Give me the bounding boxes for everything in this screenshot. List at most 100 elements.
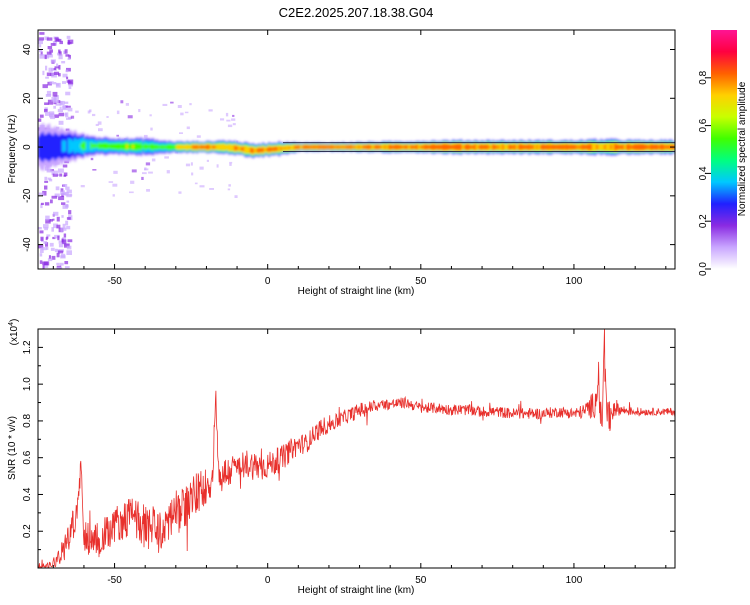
spectrogram-ridge-cell [454,144,457,150]
spectrogram-speckle [59,262,64,266]
spectrogram-speckle [125,103,129,106]
spectrogram-ridge-cell [582,144,585,150]
spectrogram-x-tick-label: -50 [107,276,122,287]
spectrogram-speckle [58,54,63,60]
spectrogram-speckle [67,39,74,44]
spectrogram-speckle [67,239,73,243]
spectrogram-speckle [52,236,56,240]
spectrogram-speckle [95,123,99,126]
spectrogram-ridge-cell [284,147,287,150]
spectrogram-ridge-cell [276,147,279,151]
spectrogram-speckle [232,114,235,117]
spectrogram-ridge-cell [212,145,215,149]
snr-y-multiplier-exp: 4 [8,322,15,326]
spectrogram-speckle [43,241,47,245]
spectrogram-speckle [56,216,60,222]
spectrogram-ridge-cell [608,143,611,151]
spectrogram-ridge-cell [140,142,143,151]
spectrogram-speckle [184,111,189,114]
colorbar-tick-label: 0.4 [698,166,709,180]
spectrogram-ridge-cell [322,145,325,149]
spectrogram-speckle [63,233,67,238]
spectrogram-ridge-cell [436,145,439,150]
spectrogram-speckle [63,50,66,55]
spectrogram-ridge-cell [490,144,493,150]
snr-background [38,329,675,568]
spectrogram-ridge [38,123,675,171]
spectrogram-ridge-cell [54,132,57,161]
spectrogram-speckle [50,199,53,204]
spectrogram-ridge-cell [406,145,409,149]
spectrogram-speckle [227,188,231,191]
spectrogram-speckle [65,91,71,96]
spectrogram-ridge-cell [278,145,281,152]
spectrogram-speckle [48,255,51,259]
spectrogram-ridge-cell [250,147,253,153]
spectrogram-ridge-cell [100,143,103,149]
spectrogram-speckle [63,227,67,231]
spectrogram-speckle [47,258,53,262]
spectrogram-ridge-cell [112,143,115,150]
spectrogram-ridge-cell [510,145,513,150]
spectrogram-speckle [52,218,55,221]
colorbar-tick-label: 0.0 [698,262,709,276]
spectrogram-ridge-cell [260,148,263,152]
spectrogram-ridge-cell [220,144,223,150]
spectrogram-ridge-cell [138,143,141,150]
spectrogram-ridge-cell [160,144,163,150]
spectrogram-ridge-cell [60,133,63,159]
spectrogram-ridge-cell [294,145,297,149]
spectrogram-ridge-cell [80,143,83,148]
spectrogram-speckle [53,99,59,103]
spectrogram-ridge-cell [328,145,331,149]
spectrogram-speckle [49,242,54,247]
spectrogram-ridge-cell [614,143,617,151]
spectrogram-ridge-cell [564,145,567,149]
spectrogram-ridge-cell [154,144,157,150]
colorbar: 0.0 0.2 0.4 0.6 0.8 Normalized spectral ampl… [698,30,748,276]
spectrogram-ridge-cell [122,142,125,151]
spectrogram-ridge-cell [668,145,671,149]
spectrogram-ridge-cell [228,144,231,151]
spectrogram-speckle [179,132,183,134]
spectrogram-ridge-cell [600,143,603,151]
spectrogram-ridge-cell [478,145,481,149]
spectrogram-speckle [144,168,149,171]
spectrogram-ridge-cell [262,147,265,153]
spectrogram-ridge-cell [650,144,653,150]
spectrogram-ridge-cell [64,140,67,152]
spectrogram-ridge-cell [180,145,183,150]
spectrogram-speckle [92,113,96,117]
spectrogram-ridge-cell [298,145,301,149]
spectrogram-ridge-cell [666,145,669,149]
spectrogram-ridge-cell [66,134,69,158]
spectrogram-ridge-cell [568,145,571,150]
spectrogram-ridge-cell [616,144,619,150]
spectrogram-ridge-cell [292,144,295,151]
spectrogram-ridge-cell [588,144,591,150]
spectrogram-speckle [65,186,70,190]
spectrogram-speckle [63,101,69,104]
spectrogram-speckle [65,105,71,108]
spectrogram-ridge-cell [118,142,121,151]
spectrogram-speckle [116,110,120,115]
spectrogram-ridge-cell [200,145,203,149]
spectrogram-speckle [59,100,65,106]
spectrogram-ridge-cell [402,146,405,148]
spectrogram-ridge-cell [452,145,455,149]
spectrogram-ridge-cell [388,145,391,150]
spectrogram-speckle [46,90,52,96]
spectrogram-ridge-cell [458,144,461,150]
spectrogram-ridge-cell [420,145,423,149]
spectrogram-speckle [56,253,60,258]
spectrogram-speckle [46,37,53,41]
spectrogram-ridge-cell [270,147,273,152]
spectrogram-speckle [58,120,64,125]
spectrogram-ridge-cell [522,145,525,150]
spectrogram-ridge-cell [128,143,131,150]
spectrogram-ridge-cell [70,139,73,153]
spectrogram-ridge-cell [226,145,229,150]
spectrogram-speckle [41,202,44,205]
spectrogram-ridge-cell [530,145,533,149]
spectrogram-ridge-cell [560,144,563,150]
